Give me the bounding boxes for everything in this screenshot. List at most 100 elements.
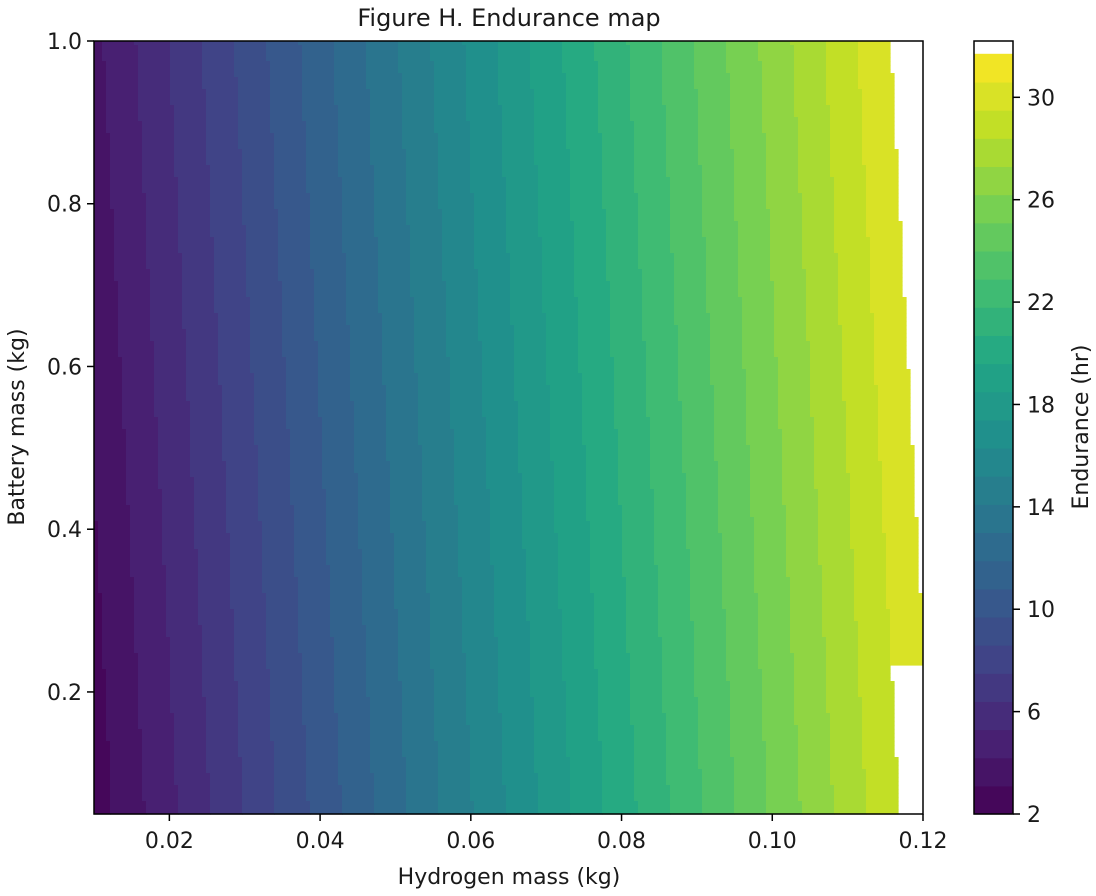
contour-band-segment <box>650 429 683 434</box>
contour-band-segment <box>502 133 535 138</box>
contour-band-segment <box>370 145 403 150</box>
contour-band-segment <box>822 589 855 594</box>
contour-band-segment <box>650 477 687 482</box>
contour-band-segment <box>738 265 771 270</box>
contour-band-segment <box>122 409 155 414</box>
contour-band-segment <box>138 677 171 682</box>
contour-band-segment <box>806 297 839 302</box>
contour-band-segment <box>438 801 475 806</box>
contour-band-segment <box>866 773 899 778</box>
contour-band-segment <box>534 137 567 142</box>
contour-band-segment <box>238 77 271 82</box>
contour-band-segment <box>458 537 491 542</box>
contour-band-segment <box>506 205 539 210</box>
contour-band-segment <box>866 209 899 214</box>
contour-band-segment <box>326 545 359 550</box>
contour-band-segment <box>698 757 735 762</box>
contour-band-segment <box>474 193 507 198</box>
contour-band-segment <box>850 489 883 494</box>
contour-band-segment <box>634 749 667 754</box>
contour-band-segment <box>282 281 315 286</box>
contour-band-segment <box>842 365 875 370</box>
contour-band-segment <box>438 205 475 210</box>
contour-band-segment <box>654 505 687 510</box>
contour-band-segment <box>350 337 383 342</box>
contour-band-segment <box>702 205 735 210</box>
contour-band-segment <box>486 425 519 430</box>
contour-band-segment <box>662 77 695 82</box>
contour-band-segment <box>786 505 819 510</box>
contour-band-segment <box>206 705 239 710</box>
contour-band-segment <box>678 357 711 362</box>
contour-band-segment <box>558 585 591 590</box>
contour-band-segment <box>862 765 899 770</box>
contour-band-segment <box>582 409 615 414</box>
contour-band-segment <box>498 673 531 678</box>
contour-band-segment <box>570 765 603 770</box>
contour-band-segment <box>514 373 547 378</box>
contour-band-segment <box>246 293 283 298</box>
contour-band-segment <box>238 685 271 690</box>
contour-band-segment <box>794 101 827 106</box>
contour-band-segment <box>102 641 135 646</box>
contour-band-segment <box>402 117 435 122</box>
contour-band-segment <box>626 641 663 646</box>
contour-band-segment <box>826 93 863 98</box>
contour-band-segment <box>590 529 623 534</box>
contour-band-segment <box>430 57 467 62</box>
contour-band-segment <box>510 297 543 302</box>
contour-band-segment <box>602 809 639 814</box>
contour-band-segment <box>658 589 691 594</box>
contour-band-segment <box>142 773 175 778</box>
contour-band-segment <box>342 181 375 186</box>
contour-band-segment <box>686 485 719 490</box>
contour-band-segment <box>706 261 739 266</box>
contour-band-segment <box>866 213 899 218</box>
contour-band-segment <box>406 221 443 226</box>
contour-band-segment <box>554 461 587 466</box>
contour-band-segment <box>326 529 359 534</box>
contour-band-segment <box>458 569 495 574</box>
contour-band-segment <box>202 77 239 82</box>
contour-band-segment <box>94 385 123 390</box>
contour-band-segment <box>478 333 515 338</box>
contour-band-segment <box>314 293 347 298</box>
contour-band-segment <box>150 329 187 334</box>
contour-band-segment <box>718 517 755 522</box>
contour-band-segment <box>870 305 907 310</box>
contour-band-segment <box>282 293 315 298</box>
contour-band-segment <box>478 321 511 326</box>
contour-band-segment <box>242 169 275 174</box>
contour-band-segment <box>838 309 871 314</box>
contour-band-segment <box>254 433 291 438</box>
contour-band-segment <box>842 329 875 334</box>
contour-band-segment <box>734 169 767 174</box>
contour-band-segment <box>710 365 743 370</box>
contour-band-segment <box>238 129 271 134</box>
contour-band-segment <box>410 249 443 254</box>
contour-band-segment <box>794 665 827 670</box>
contour-band-segment <box>390 501 423 506</box>
contour-band-segment <box>774 345 811 350</box>
contour-band-segment <box>482 381 515 386</box>
contour-band-segment <box>370 141 403 146</box>
contour-band-segment <box>870 285 903 290</box>
contour-band-segment <box>506 209 539 214</box>
contour-band-segment <box>390 481 423 486</box>
contour-band-segment <box>538 781 571 786</box>
contour-band-segment <box>450 365 483 370</box>
contour-band-segment <box>94 449 127 454</box>
contour-band-segment <box>534 129 567 134</box>
contour-band-segment <box>558 573 591 578</box>
contour-band-segment <box>818 533 851 538</box>
contour-band-segment <box>142 781 175 786</box>
contour-band-segment <box>758 633 791 638</box>
contour-band-segment <box>766 165 799 170</box>
contour-band-segment <box>794 685 827 690</box>
contour-band-segment <box>730 697 763 702</box>
contour-band-segment <box>506 197 539 202</box>
contour-band-segment <box>170 637 203 642</box>
contour-band-segment <box>798 181 835 186</box>
contour-band-segment <box>238 745 275 750</box>
contour-band-segment <box>170 93 207 98</box>
